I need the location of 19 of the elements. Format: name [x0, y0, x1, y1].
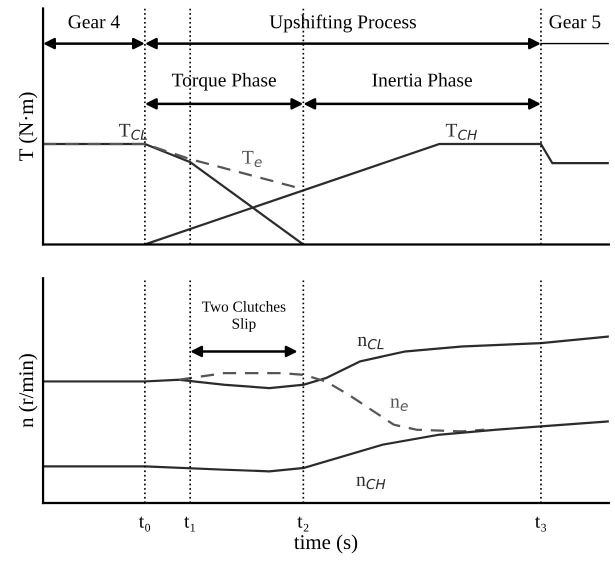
x-tick-label: t₀ — [138, 516, 150, 532]
y-axis-title: T (N·m) — [18, 92, 38, 161]
series-label: T$_{e}$ — [242, 150, 262, 168]
series-label: n$_{CL}$ — [358, 336, 384, 350]
series-label: n$_{e}$ — [390, 398, 408, 411]
text: Torque Phase — [172, 72, 276, 91]
x-axis-title: time (s) — [294, 534, 358, 554]
text: Upshifting Process — [270, 14, 416, 32]
x-tick-label: t₂ — [297, 516, 308, 532]
x-tick-label: t₃ — [535, 516, 546, 532]
series-label: T$_{CH}$ — [446, 124, 477, 140]
x-tick-label: t₁ — [184, 516, 195, 532]
series-label: n$_{CH}$ — [356, 476, 386, 490]
text: Inertia Phase — [372, 72, 472, 87]
text: Gear 5 — [550, 15, 600, 28]
text: Gear 4 — [68, 15, 120, 28]
series-label: T$_{CL}$ — [119, 124, 148, 140]
y-axis-title: n (r/min) — [18, 354, 38, 428]
text: Two Clutches Slip — [202, 301, 286, 332]
